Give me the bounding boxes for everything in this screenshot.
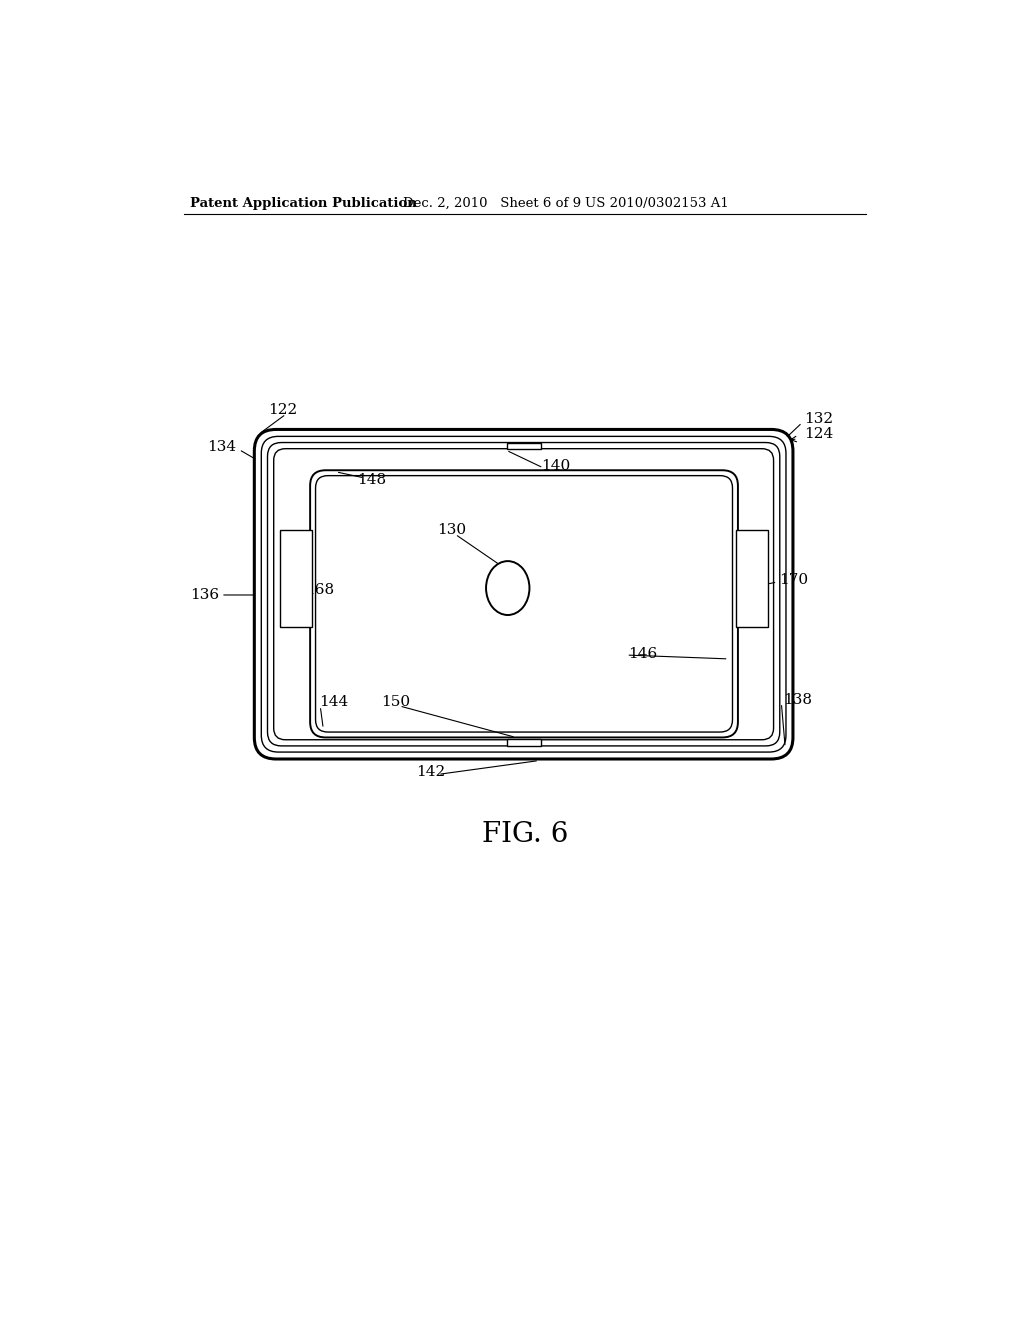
Text: 148: 148 xyxy=(357,474,387,487)
Text: 144: 144 xyxy=(318,696,348,709)
Text: 130: 130 xyxy=(437,523,467,536)
Text: Patent Application Publication: Patent Application Publication xyxy=(190,197,417,210)
Bar xyxy=(507,739,541,746)
Text: 138: 138 xyxy=(783,693,812,706)
Text: 122: 122 xyxy=(268,403,298,417)
Text: 140: 140 xyxy=(541,459,570,474)
Bar xyxy=(507,442,541,449)
Text: 124: 124 xyxy=(804,428,834,441)
Text: FIG. 6: FIG. 6 xyxy=(481,821,568,847)
FancyBboxPatch shape xyxy=(310,470,738,738)
FancyBboxPatch shape xyxy=(254,429,793,759)
Bar xyxy=(280,529,312,627)
Text: 150: 150 xyxy=(382,696,411,709)
Text: 170: 170 xyxy=(779,573,808,586)
Text: 168: 168 xyxy=(305,582,334,597)
Text: Dec. 2, 2010   Sheet 6 of 9: Dec. 2, 2010 Sheet 6 of 9 xyxy=(403,197,582,210)
Text: 136: 136 xyxy=(190,587,219,602)
Text: 146: 146 xyxy=(628,647,657,660)
Text: 134: 134 xyxy=(208,440,237,454)
Text: 142: 142 xyxy=(416,766,444,779)
Text: 132: 132 xyxy=(804,412,833,425)
Text: US 2010/0302153 A1: US 2010/0302153 A1 xyxy=(586,197,729,210)
Bar xyxy=(735,529,768,627)
